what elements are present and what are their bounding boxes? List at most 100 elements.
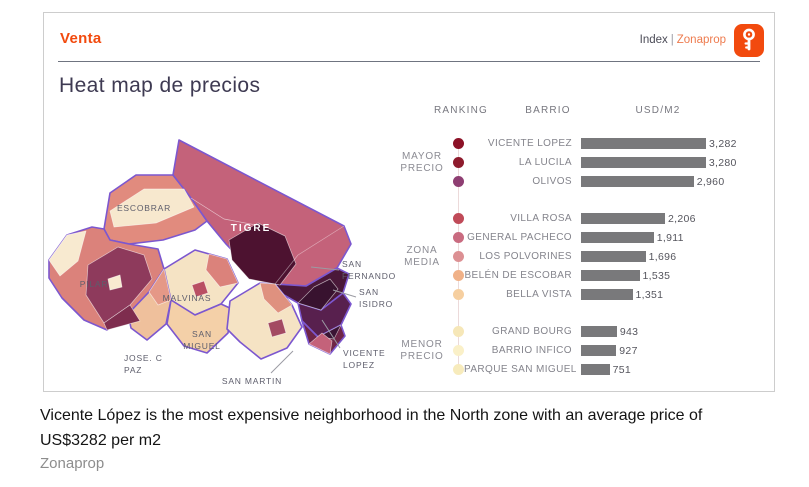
barrio-label: VICENTE LOPEZ [487, 138, 572, 149]
value-label: 3,282 [709, 137, 737, 150]
value-label: 2,960 [696, 175, 725, 188]
map-label-san-miguel-1: SAN [192, 329, 212, 339]
parcel-pilar-square [107, 274, 123, 291]
group-label: MAYOR PRECIO [400, 150, 444, 174]
price-scale-dot [453, 251, 464, 262]
barrio-label: BARRIO INFICO [491, 345, 572, 356]
brand-link[interactable]: Zonaprop [676, 34, 726, 46]
ranking-row: BELÉN DE ESCOBAR 1,535 [396, 266, 772, 285]
map-label-jose-c-paz-2: PAZ [124, 365, 142, 375]
map-label-san-martin: SAN MARTIN [222, 376, 282, 386]
leader-san-isidro [332, 289, 357, 298]
barrio-label: PARQUE SAN MIGUEL [464, 364, 577, 375]
index-breadcrumb: Index | Zonaprop [640, 34, 726, 46]
price-scale-dot [453, 138, 464, 149]
chart-title: Heat map de precios [59, 74, 261, 97]
value-label: 1,535 [642, 269, 671, 282]
column-header-ranking: RANKING [434, 105, 488, 116]
value-label: 2,206 [668, 212, 696, 225]
barrio-label: OLIVOS [532, 176, 572, 187]
price-scale-dot [453, 232, 464, 243]
parcel-malvinas-red [191, 280, 209, 298]
parcel-sanmartin-maroon [267, 318, 287, 338]
ranking-row: LOS POLVORINES 1,696 [396, 247, 772, 266]
value-bar [581, 213, 665, 224]
map-label-vicente-lopez-2: LOPEZ [343, 360, 375, 370]
price-scale-dot [453, 326, 464, 337]
barrio-label: GRAND BOURG [492, 326, 572, 337]
ranking-group: MAYOR PRECIO VICENTE LOPEZ 3,282 LA LUCILA 3… [396, 134, 772, 191]
header-right: Index | Zonaprop [640, 23, 764, 57]
value-bar [581, 289, 633, 300]
leader-san-martin [270, 350, 294, 374]
value-label: 1,351 [635, 288, 664, 301]
parcel-malvinas-salmon [205, 253, 239, 288]
card-header: Venta Index | Zonaprop [58, 23, 764, 57]
ranking-headers: RANKING BARRIO USD/M2 [396, 101, 772, 117]
ranking-groups: MAYOR PRECIO VICENTE LOPEZ 3,282 LA LUCILA 3… [396, 134, 772, 379]
barrio-label: BELLA VISTA [506, 289, 572, 300]
barrio-label: LOS POLVORINES [479, 251, 572, 262]
parcel-sanfernando-dark [297, 278, 339, 311]
value-label: 943 [619, 325, 639, 338]
barrio-label: GENERAL PACHECO [467, 232, 572, 243]
ranking-row: OLIVOS 2,960 [396, 172, 772, 191]
ranking-row: GRAND BOURG 943 [396, 322, 772, 341]
caption-text: Vicente López is the most expensive neig… [40, 407, 703, 449]
leader-vicente-lopez [321, 319, 341, 349]
district-san-miguel [166, 299, 233, 354]
map-label-jose-c-paz-1: JOSE. C [124, 353, 163, 363]
value-bar [581, 157, 706, 168]
value-bar [581, 364, 610, 375]
price-scale-dot [453, 157, 464, 168]
column-header-barrio: BARRIO [525, 105, 571, 116]
group-label: MENOR PRECIO [400, 338, 444, 362]
page-title: Venta [60, 30, 102, 47]
value-bar [581, 251, 646, 262]
value-label: 1,696 [648, 250, 677, 263]
price-scale-dot [453, 176, 464, 187]
map-label-escobar: ESCOBRAR [117, 203, 171, 213]
heatmap-map: ESCOBRAR TIGRE PILAR MALVINAS SAN MIGUEL… [48, 139, 396, 386]
map-label-san-miguel-2: MIGUEL [183, 341, 220, 351]
ranking-row: PARQUE SAN MIGUEL 751 [396, 360, 772, 379]
ranking-group: MENOR PRECIO GRAND BOURG 943 BARRIO INFICO 9… [396, 322, 772, 379]
price-scale-dot [453, 289, 464, 300]
parcel-vicentelopez-rose [308, 332, 333, 355]
zonaprop-logo[interactable] [734, 23, 764, 57]
ranking-row: VILLA ROSA 2,206 [396, 209, 772, 228]
price-scale-dot [453, 345, 464, 356]
value-bar [581, 138, 706, 149]
caption-source[interactable]: Zonaprop [40, 455, 105, 472]
parcel-sanmartin-salmon [259, 282, 293, 314]
barrio-label: BELÉN DE ESCOBAR [464, 270, 572, 281]
price-scale-dot [453, 213, 464, 224]
ranking-panel: RANKING BARRIO USD/M2 MAYOR PRECIO VICENT… [396, 101, 772, 393]
value-label: 751 [612, 363, 632, 376]
value-bar [581, 345, 617, 356]
value-bar [581, 176, 694, 187]
map-label-san-fernando-1: SAN [342, 259, 362, 269]
price-scale-dot [453, 364, 464, 375]
ranking-row: GENERAL PACHECO 1,911 [396, 228, 772, 247]
map-label-vicente-lopez-1: VICENTE [343, 348, 385, 358]
price-scale-dot [453, 270, 464, 281]
map-label-san-isidro-1: SAN [359, 287, 379, 297]
parcel-jcp-salmon [148, 268, 172, 306]
leader-san-fernando [310, 266, 340, 271]
barrio-label: LA LUCILA [518, 157, 572, 168]
parcel-pilar-wine [103, 304, 141, 331]
map-label-san-isidro-2: ISIDRO [359, 299, 393, 309]
ranking-row: BELLA VISTA 1,351 [396, 285, 772, 304]
map-label-san-fernando-2: FERNANDO [342, 271, 396, 281]
value-bar [581, 326, 617, 337]
ranking-row: LA LUCILA 3,280 [396, 153, 772, 172]
value-label: 3,280 [708, 156, 737, 169]
parcel-escobar-cream [109, 188, 195, 228]
barrio-label: VILLA ROSA [510, 213, 572, 224]
key-icon [743, 28, 755, 51]
value-label: 1,911 [656, 231, 684, 244]
value-label: 927 [619, 344, 638, 357]
parcel-tigre-dark [228, 222, 297, 286]
